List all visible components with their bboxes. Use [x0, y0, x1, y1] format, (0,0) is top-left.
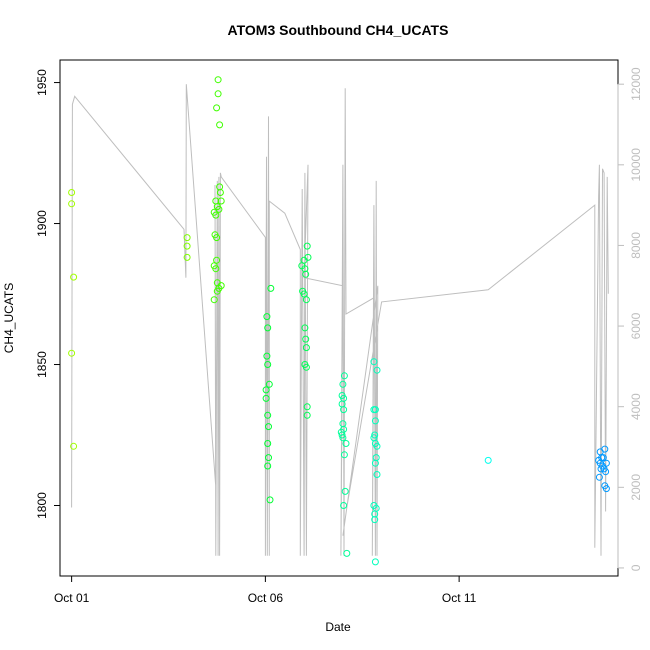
y-tick-label: 1900: [35, 210, 49, 237]
x-tick-label: Oct 01: [54, 591, 90, 605]
altitude-axis: 0 2000 4000 6000 8000 10000 12000: [617, 67, 643, 571]
data-point: [264, 411, 272, 419]
y-tick-label: 1850: [35, 351, 49, 378]
data-point: [216, 121, 224, 129]
data-point: [264, 462, 272, 470]
data-point: [263, 352, 271, 360]
ch4-series: [68, 76, 610, 566]
data-point: [602, 485, 610, 493]
data-point: [373, 366, 381, 374]
data-point: [302, 363, 310, 371]
data-point: [339, 434, 347, 442]
data-point: [212, 211, 220, 219]
plot-frame: [59, 59, 619, 577]
data-point: [183, 234, 191, 242]
data-point: [340, 502, 348, 509]
data-point: [371, 516, 379, 524]
data-point: [265, 454, 272, 462]
data-point: [372, 454, 380, 462]
data-point: [264, 361, 272, 368]
data-point: [68, 200, 76, 208]
data-point: [484, 456, 492, 464]
data-point: [339, 420, 347, 428]
data-point: [300, 290, 308, 298]
data-point: [302, 296, 310, 304]
data-point: [601, 445, 609, 453]
x-tick-label: Oct 11: [442, 591, 477, 605]
data-point: [264, 440, 272, 447]
y-tick-label: 1950: [35, 69, 49, 96]
data-point: [371, 417, 379, 425]
x-axis: Oct 01 Oct 06 Oct 11: [54, 575, 477, 605]
data-point: [373, 471, 381, 478]
data-point: [371, 459, 379, 467]
data-point: [340, 372, 348, 380]
data-point: [373, 442, 381, 450]
altitude-tick-label: 6000: [629, 312, 643, 339]
data-point: [68, 189, 76, 196]
altitude-tick-label: 2000: [629, 474, 643, 501]
altitude-line: [71, 84, 609, 556]
altitude-tick-label: 10000: [629, 148, 643, 182]
data-point: [213, 256, 221, 264]
data-point: [183, 242, 191, 250]
data-point: [262, 386, 270, 394]
altitude-tick-label: 0: [629, 564, 643, 571]
data-point: [340, 406, 348, 414]
data-point: [264, 324, 272, 332]
data-point: [340, 451, 348, 459]
data-point: [371, 431, 379, 439]
data-point: [340, 425, 348, 433]
data-point: [217, 282, 225, 290]
data-point: [70, 442, 78, 450]
altitude-tick-label: 8000: [629, 232, 643, 259]
chart-title: ATOM3 Southbound CH4_UCATS: [228, 22, 449, 38]
data-point: [339, 380, 347, 388]
altitude-tick-label: 4000: [629, 393, 643, 420]
altitude-series: [71, 84, 609, 556]
data-point: [301, 324, 309, 332]
data-point: [303, 242, 311, 250]
data-point: [265, 423, 272, 431]
data-point: [183, 253, 191, 261]
data-point: [599, 462, 606, 470]
data-point: [602, 468, 610, 476]
data-point: [214, 90, 222, 98]
data-point: [213, 287, 221, 295]
y-axis: 1800 1850 1900 1950: [35, 69, 61, 519]
data-point: [214, 76, 222, 84]
data-point: [213, 234, 221, 242]
data-point: [371, 558, 379, 566]
data-point: [302, 270, 310, 278]
data-point: [210, 296, 218, 304]
data-point: [343, 549, 351, 557]
data-point: [302, 335, 310, 343]
data-point: [267, 284, 275, 292]
data-point: [217, 197, 225, 205]
altitude-tick-label: 12000: [629, 67, 643, 101]
data-point: [216, 189, 224, 196]
data-point: [266, 496, 274, 504]
data-point: [265, 380, 273, 388]
data-point: [302, 344, 310, 352]
y-tick-label: 1800: [35, 492, 49, 519]
x-tick-label: Oct 06: [248, 591, 284, 605]
data-point: [263, 313, 271, 321]
data-point: [595, 473, 603, 481]
data-point: [303, 403, 311, 411]
data-point: [342, 440, 350, 447]
data-point: [70, 273, 78, 281]
data-point: [341, 487, 349, 495]
x-axis-label: Date: [325, 620, 351, 634]
data-point: [370, 406, 378, 414]
data-point: [370, 358, 378, 366]
y-axis-label: CH4_UCATS: [2, 283, 16, 353]
data-point: [212, 265, 220, 273]
data-point: [68, 349, 76, 357]
data-point: [303, 411, 311, 419]
data-point: [262, 394, 270, 402]
data-point: [213, 104, 221, 112]
